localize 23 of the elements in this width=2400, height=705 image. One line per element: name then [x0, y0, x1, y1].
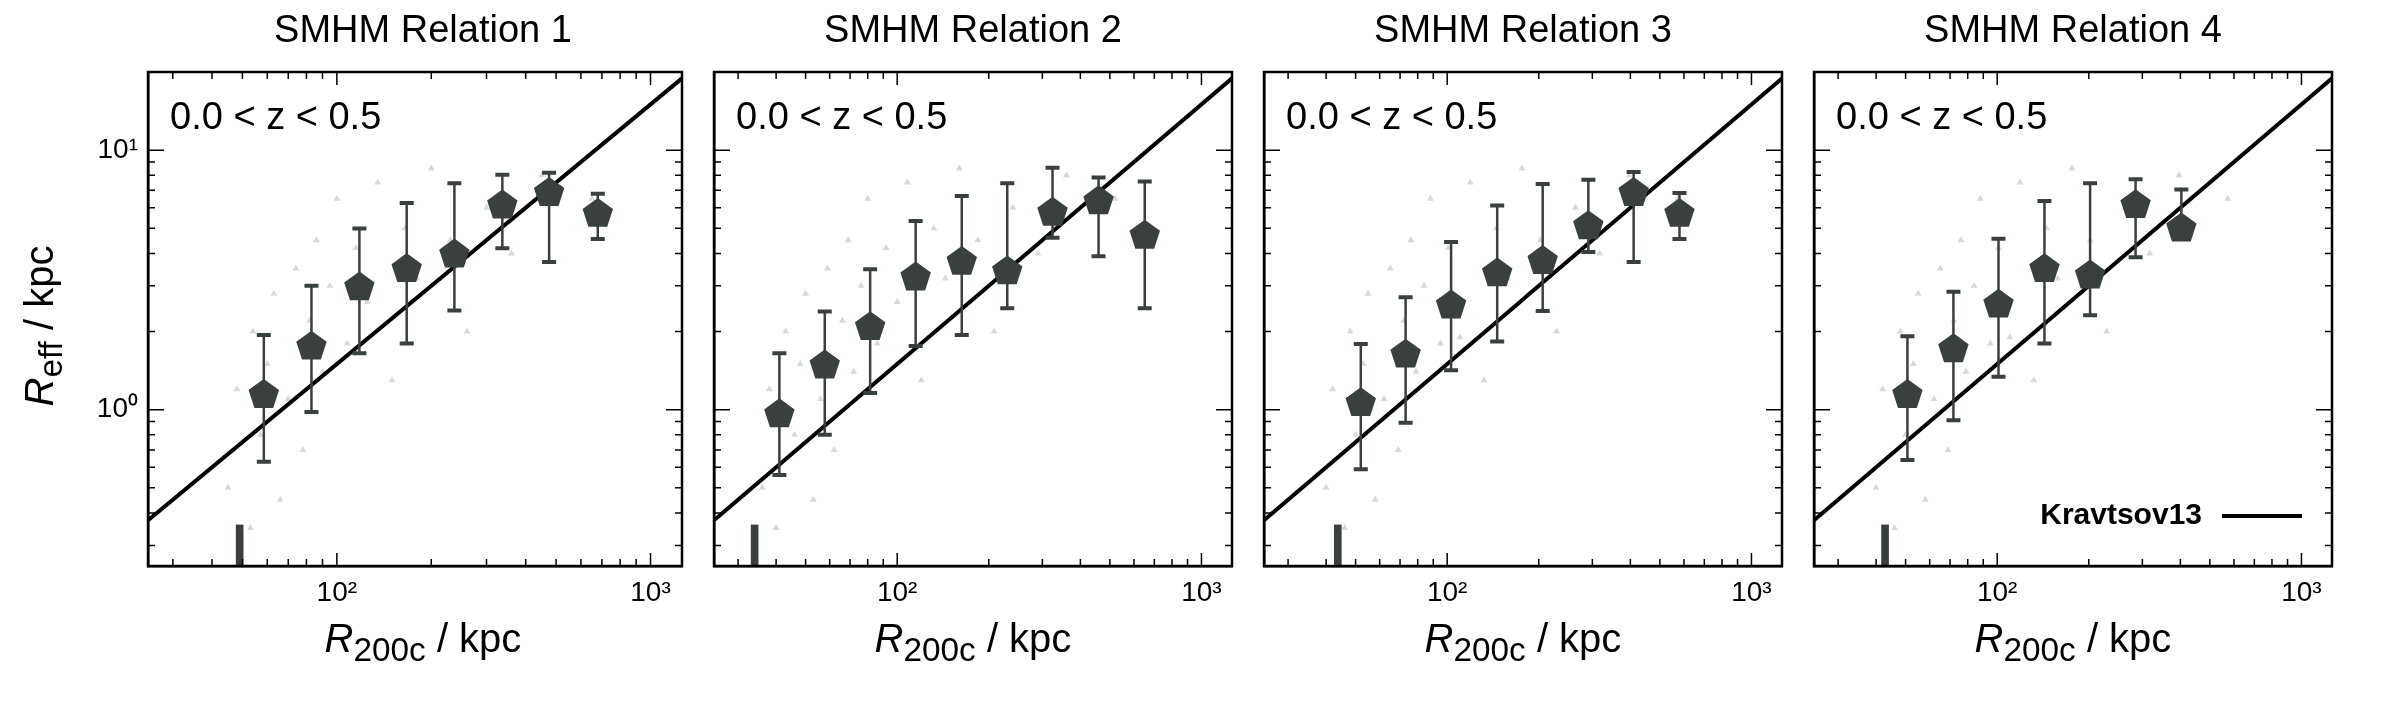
x-tick-label: 10²	[1426, 575, 1468, 607]
chart-title: SMHM Relation 4	[1924, 8, 2222, 52]
x-tick-label: 10²	[1976, 575, 2018, 607]
chart-title: SMHM Relation 3	[1374, 8, 1672, 52]
x-tick-label: 10³	[2281, 575, 2322, 607]
annotation: 0.0 < z < 0.5	[170, 95, 382, 138]
annotation: 0.0 < z < 0.5	[1286, 95, 1498, 138]
x-axis-title: R$_{200c}$ / kpc	[324, 616, 522, 669]
x-tick-label: 10³	[1731, 575, 1772, 607]
y-tick-label: 10¹	[97, 132, 138, 164]
chart-title: SMHM Relation 1	[274, 8, 572, 52]
x-tick-label: 10²	[316, 575, 358, 607]
chart-title: SMHM Relation 2	[824, 8, 1122, 52]
annotation: 0.0 < z < 0.5	[736, 95, 948, 138]
x-tick-label: 10³	[1181, 575, 1222, 607]
x-axis-title: R$_{200c}$ / kpc	[1974, 616, 2172, 669]
y-tick-label: 10⁰	[96, 392, 138, 424]
x-tick-label: 10²	[876, 575, 918, 607]
annotation: 0.0 < z < 0.5	[1836, 95, 2048, 138]
x-axis-title: R$_{200c}$ / kpc	[874, 616, 1072, 669]
legend-label: Kravtsov13	[2040, 497, 2202, 531]
x-axis-title: R$_{200c}$ / kpc	[1424, 616, 1622, 669]
x-tick-label: 10³	[630, 575, 671, 607]
